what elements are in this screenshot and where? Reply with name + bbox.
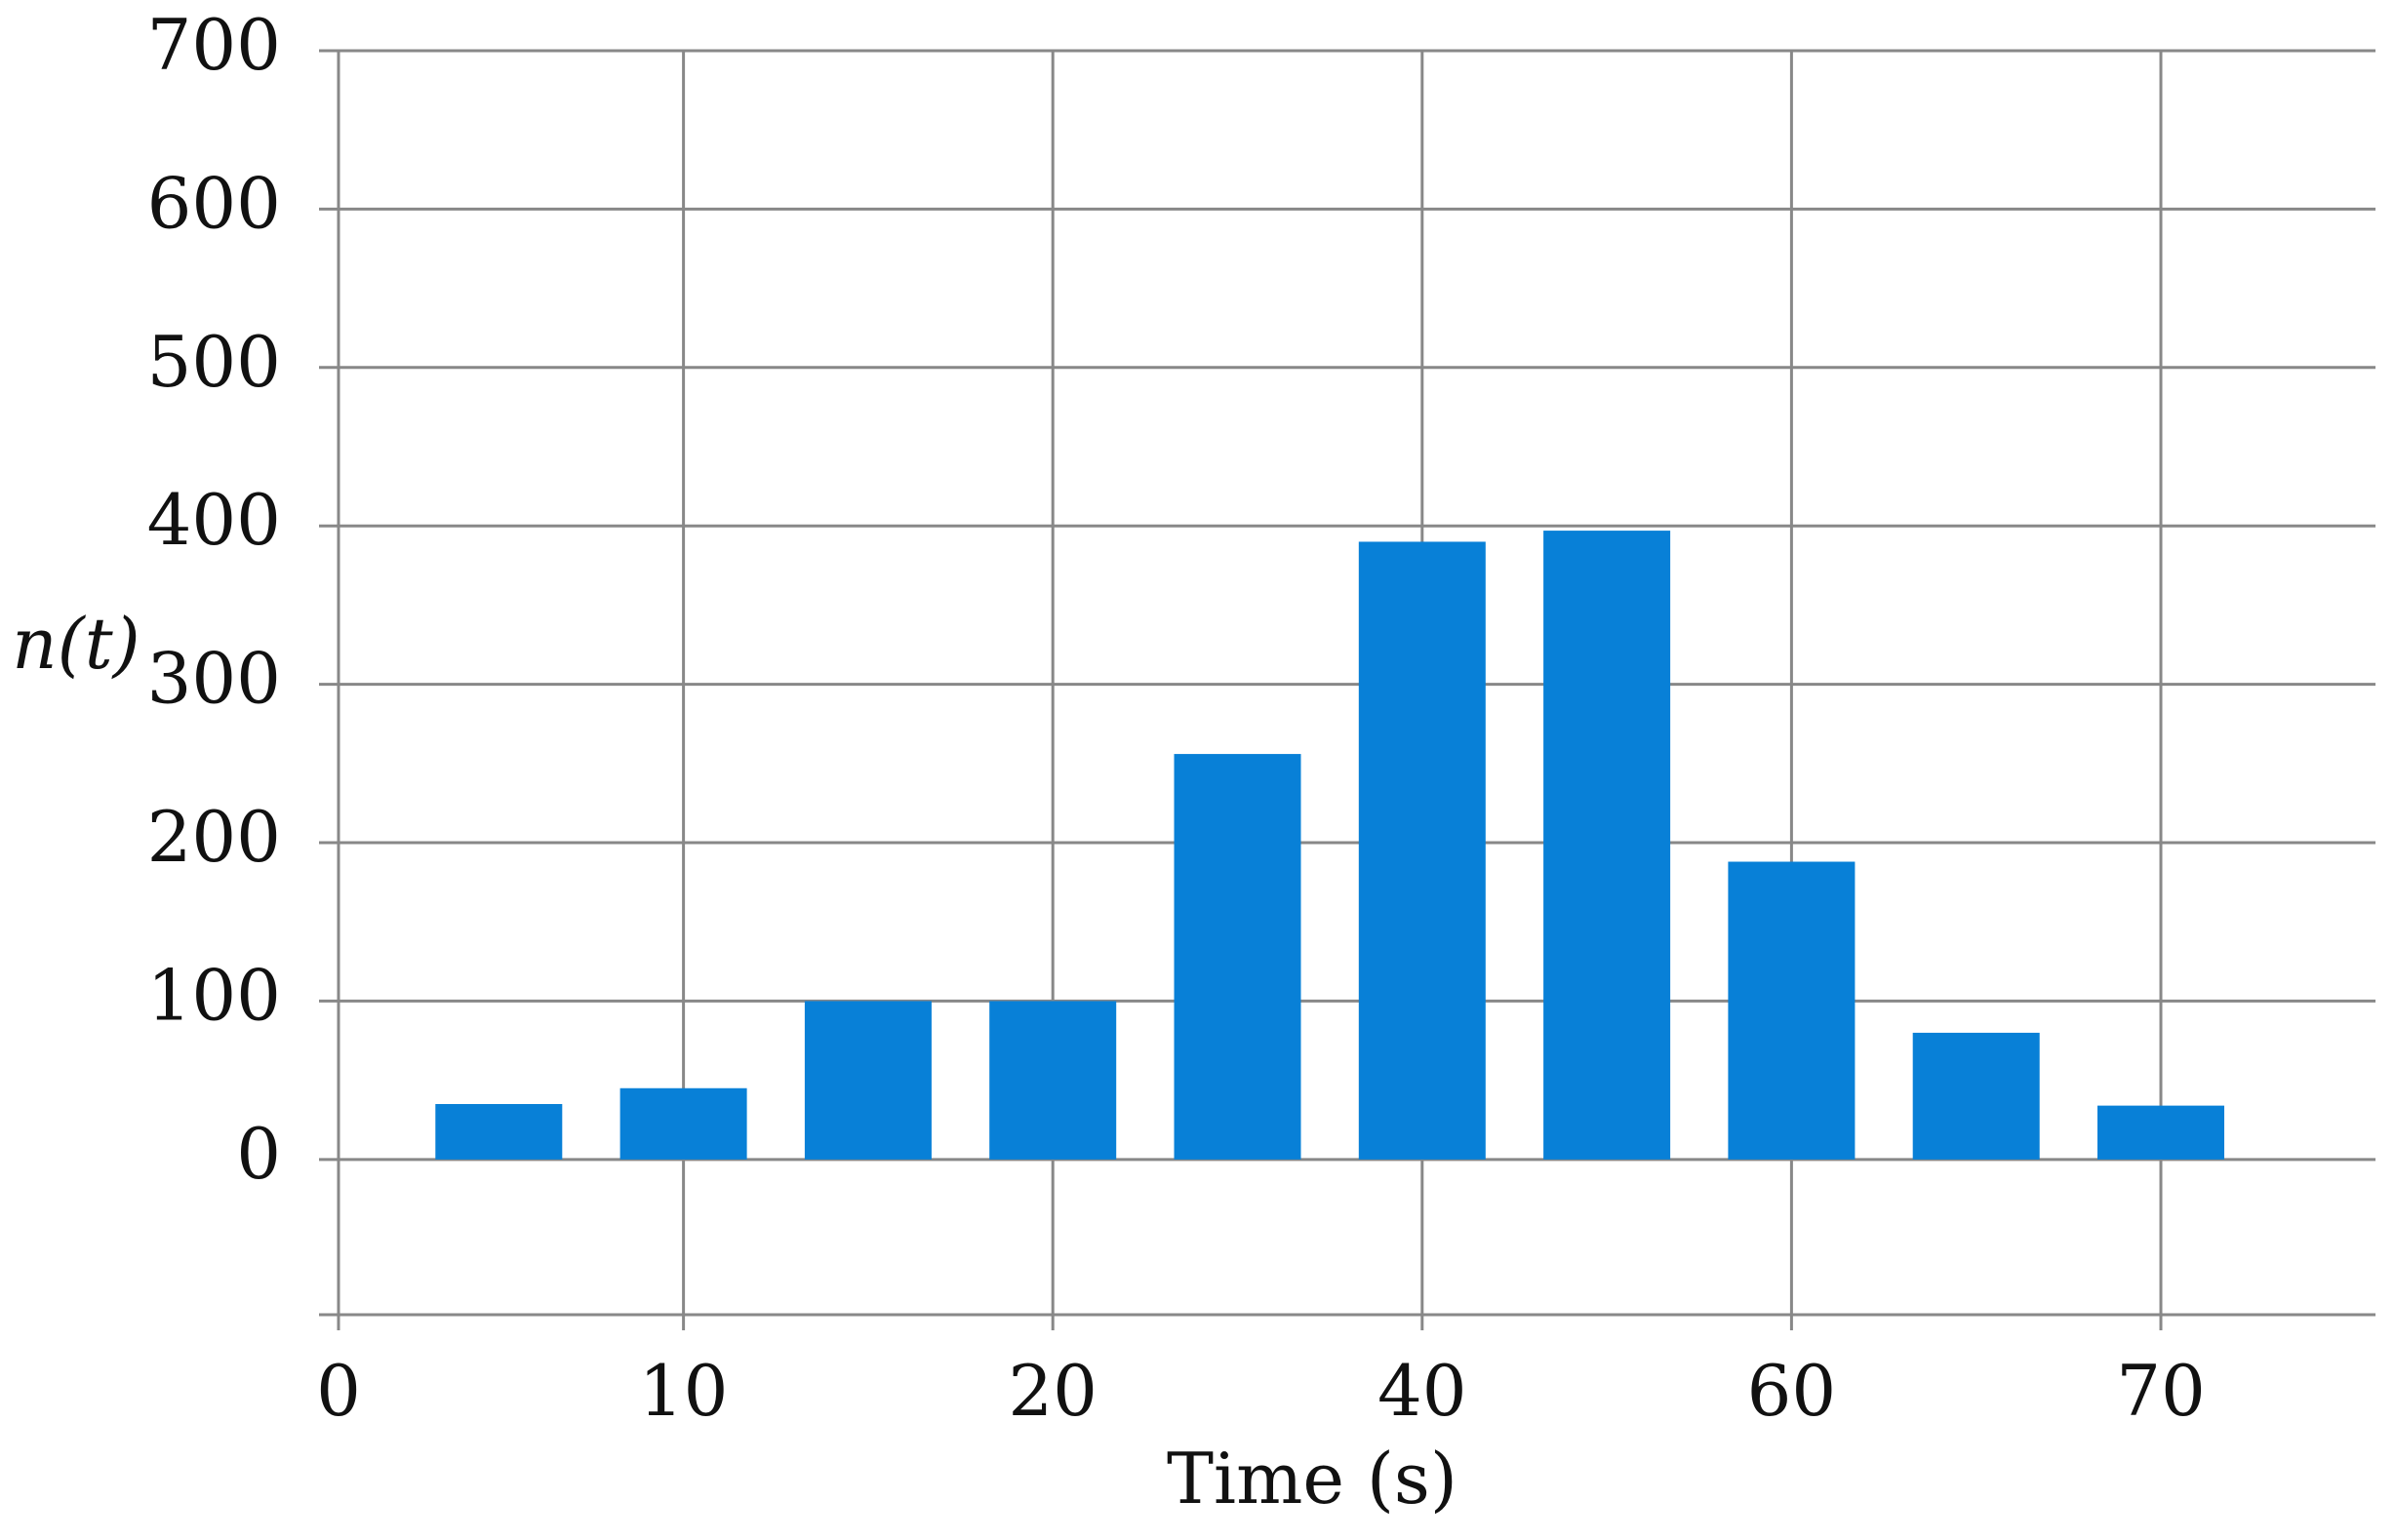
bar	[435, 1104, 563, 1160]
x-tick-label: 20	[1008, 1350, 1098, 1432]
bar	[619, 1087, 747, 1160]
x-tick-label: 10	[639, 1350, 729, 1432]
y-tick-label: 300	[147, 638, 281, 720]
x-origin-label: 0	[316, 1350, 361, 1432]
bar	[1728, 861, 1856, 1160]
bar	[989, 1001, 1117, 1160]
bar	[1912, 1032, 2040, 1160]
bar	[2097, 1105, 2224, 1160]
x-tick-label: 40	[1377, 1350, 1467, 1432]
y-tick-label: 400	[147, 479, 281, 561]
x-tick-label: 60	[1747, 1350, 1837, 1432]
bar	[1358, 541, 1486, 1160]
y-tick-label: 700	[147, 4, 281, 86]
y-tick-label: 0	[236, 1113, 281, 1195]
bar	[804, 1001, 932, 1160]
y-axis-title: n(t)	[12, 603, 140, 685]
y-tick-label: 100	[147, 954, 281, 1036]
bar	[1174, 754, 1301, 1160]
x-tick-label: 70	[2116, 1350, 2206, 1432]
y-tick-label: 500	[147, 321, 281, 403]
bar	[1543, 531, 1671, 1160]
y-tick-label: 200	[147, 796, 281, 878]
y-tick-label: 600	[147, 162, 281, 244]
x-axis-title: Time (s)	[1167, 1438, 1457, 1520]
